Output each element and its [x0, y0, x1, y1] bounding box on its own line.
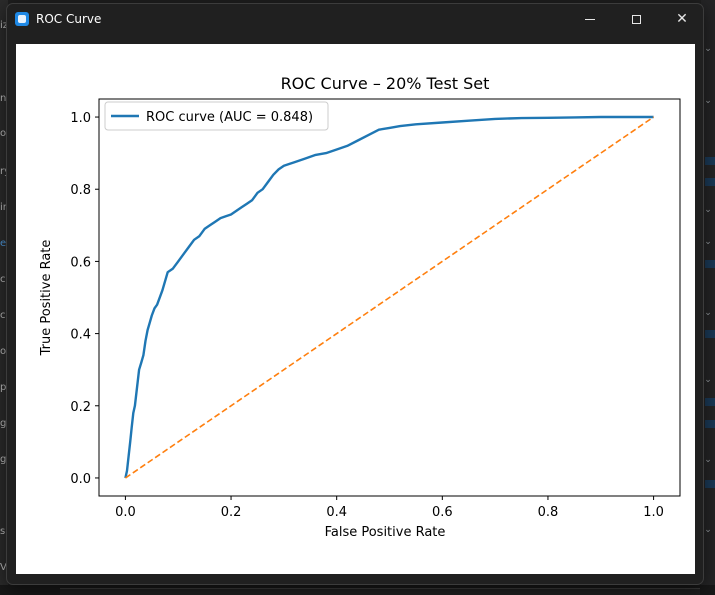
plot-area	[124, 115, 655, 479]
background-letter: c	[0, 310, 6, 321]
chart-title: ROC Curve – 20% Test Set	[281, 74, 490, 93]
background-stripe	[705, 157, 715, 165]
background-scrollbar[interactable]	[60, 588, 700, 595]
background-letter: V	[0, 562, 7, 573]
background-letter: o	[0, 128, 7, 139]
plot-frame	[98, 98, 681, 497]
legend-box	[104, 101, 329, 131]
x-tick-label: 1.0	[643, 505, 664, 520]
background-stripe	[705, 260, 715, 268]
roc-window: ROC Curve ✕ ROC Curve – 20% Test Set 0.0…	[6, 3, 704, 585]
background-letter: o	[0, 346, 7, 357]
x-tick-label: 0.2	[221, 505, 242, 520]
minimize-button[interactable]	[567, 4, 613, 34]
minimize-icon	[585, 18, 595, 20]
y-tick-label: 0.6	[70, 255, 91, 270]
x-tick-label: 0.0	[115, 505, 136, 520]
close-icon: ✕	[676, 11, 688, 27]
legend: ROC curve (AUC = 0.848)	[104, 101, 329, 131]
app-window-icon	[15, 12, 29, 26]
chevron-down-icon: ⌄	[704, 96, 712, 106]
background-stripe	[705, 398, 715, 406]
x-tick-label: 0.4	[326, 505, 347, 520]
close-button[interactable]: ✕	[659, 4, 705, 34]
x-tick-label: 0.6	[432, 505, 453, 520]
background-letter: nt	[0, 93, 8, 104]
background-letter: ry	[0, 166, 8, 177]
y-axis-label: True Positive Rate	[39, 240, 54, 357]
chevron-down-icon: ⌄	[704, 237, 712, 247]
background-letter: s	[0, 526, 6, 537]
chevron-down-icon: ⌄	[704, 525, 712, 535]
chevron-down-icon: ⌄	[704, 455, 712, 465]
maximize-icon	[631, 14, 641, 24]
roc-curve-line	[124, 115, 654, 479]
background-right-panel: ⌄ ⌄ ⌄ ⌄ ⌄ ⌄ ⌄ ⌄	[701, 0, 715, 595]
background-bottom-bar	[0, 585, 715, 595]
legend-label: ROC curve (AUC = 0.848)	[146, 110, 313, 125]
chance-diagonal-line	[124, 116, 655, 479]
y-tick-label: 0.2	[70, 400, 91, 415]
background-stripe	[705, 330, 715, 338]
x-axis-label: False Positive Rate	[325, 525, 446, 540]
chevron-down-icon: ⌄	[704, 205, 712, 215]
background-letter: iz	[0, 20, 8, 31]
roc-chart: ROC Curve – 20% Test Set 0.0 0.2 0.4 0.6 0.8…	[39, 74, 681, 540]
window-titlebar[interactable]: ROC Curve ✕	[7, 4, 703, 34]
y-tick-label: 0.4	[70, 328, 91, 343]
background-stripe	[705, 178, 715, 186]
background-letter: ir	[0, 202, 7, 213]
axis-ticks: 0.0 0.2 0.4 0.6 0.8 1.0 0.0 0.2 0.4 0.6 0.8 1.0	[70, 111, 664, 520]
y-tick-label: 0.0	[70, 472, 91, 487]
background-left-panel	[0, 0, 8, 595]
background-stripe	[705, 480, 715, 488]
y-tick-label: 1.0	[70, 111, 91, 126]
background-letter: c	[0, 274, 6, 285]
chevron-down-icon: ⌄	[704, 308, 712, 318]
x-tick-label: 0.8	[538, 505, 559, 520]
background-stripe	[705, 420, 715, 428]
background-letter: g	[0, 454, 7, 465]
background-letter: g	[0, 418, 7, 429]
y-tick-label: 0.8	[70, 183, 91, 198]
maximize-button[interactable]	[613, 4, 659, 34]
window-title: ROC Curve	[36, 12, 102, 26]
chevron-down-icon: ⌄	[704, 375, 712, 385]
chevron-down-icon: ⌄	[704, 44, 712, 54]
background-letter: e	[0, 238, 7, 249]
background-letter: p	[0, 382, 7, 393]
figure-canvas: ROC Curve – 20% Test Set 0.0 0.2 0.4 0.6 0.8…	[16, 44, 695, 574]
